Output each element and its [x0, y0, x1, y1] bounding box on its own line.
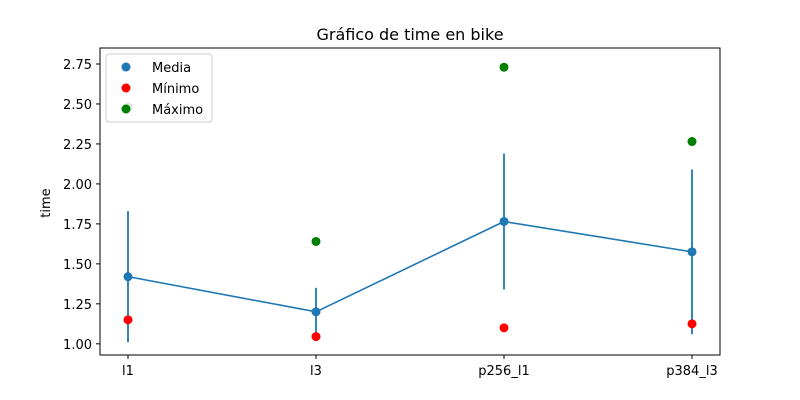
series-1	[123, 315, 697, 342]
legend-label: Máximo	[152, 103, 203, 118]
legend-label: Mínimo	[152, 82, 199, 97]
y-tick-label: 2.75	[63, 58, 92, 73]
x-tick-label: p384_l3	[666, 364, 717, 379]
y-axis-label: time	[39, 188, 54, 217]
data-point	[123, 315, 133, 325]
series-0	[123, 153, 697, 343]
legend-marker	[121, 104, 131, 114]
data-point	[311, 332, 321, 342]
y-tick-label: 2.50	[63, 98, 92, 113]
legend: Media Mínimo Máximo	[105, 53, 213, 123]
chart-marks	[123, 62, 697, 343]
y-tick-label: 2.00	[63, 178, 92, 193]
legend-marker	[121, 62, 131, 72]
data-point	[123, 272, 133, 282]
legend-label: Media	[152, 61, 191, 76]
y-tick-label: 2.25	[63, 138, 92, 153]
y-tick-label: 1.50	[63, 258, 92, 273]
x-axis: l1 l3 p256_l1 p384_l3	[122, 355, 718, 379]
data-point	[687, 247, 697, 257]
plot-area	[99, 47, 721, 356]
x-tick-label: p256_l1	[478, 364, 529, 379]
data-point	[311, 236, 321, 246]
data-point	[499, 323, 509, 333]
x-tick-label: l1	[122, 364, 134, 379]
chart-title: Gráfico de time en bike	[316, 25, 503, 44]
data-point	[687, 319, 697, 329]
y-tick-label: 1.25	[63, 298, 92, 313]
legend-marker	[121, 83, 131, 93]
data-point	[499, 62, 509, 72]
legend-box	[105, 53, 213, 123]
y-tick-label: 1.00	[63, 338, 92, 353]
y-tick-label: 1.75	[63, 218, 92, 233]
x-tick-label: l3	[310, 364, 322, 379]
data-point	[687, 137, 697, 147]
data-point	[311, 307, 321, 317]
y-axis: 1.00 1.25 1.50 1.75 2.00 2.25 2.50 2.75	[63, 58, 100, 353]
series-line	[127, 220, 693, 313]
data-point	[499, 216, 509, 226]
